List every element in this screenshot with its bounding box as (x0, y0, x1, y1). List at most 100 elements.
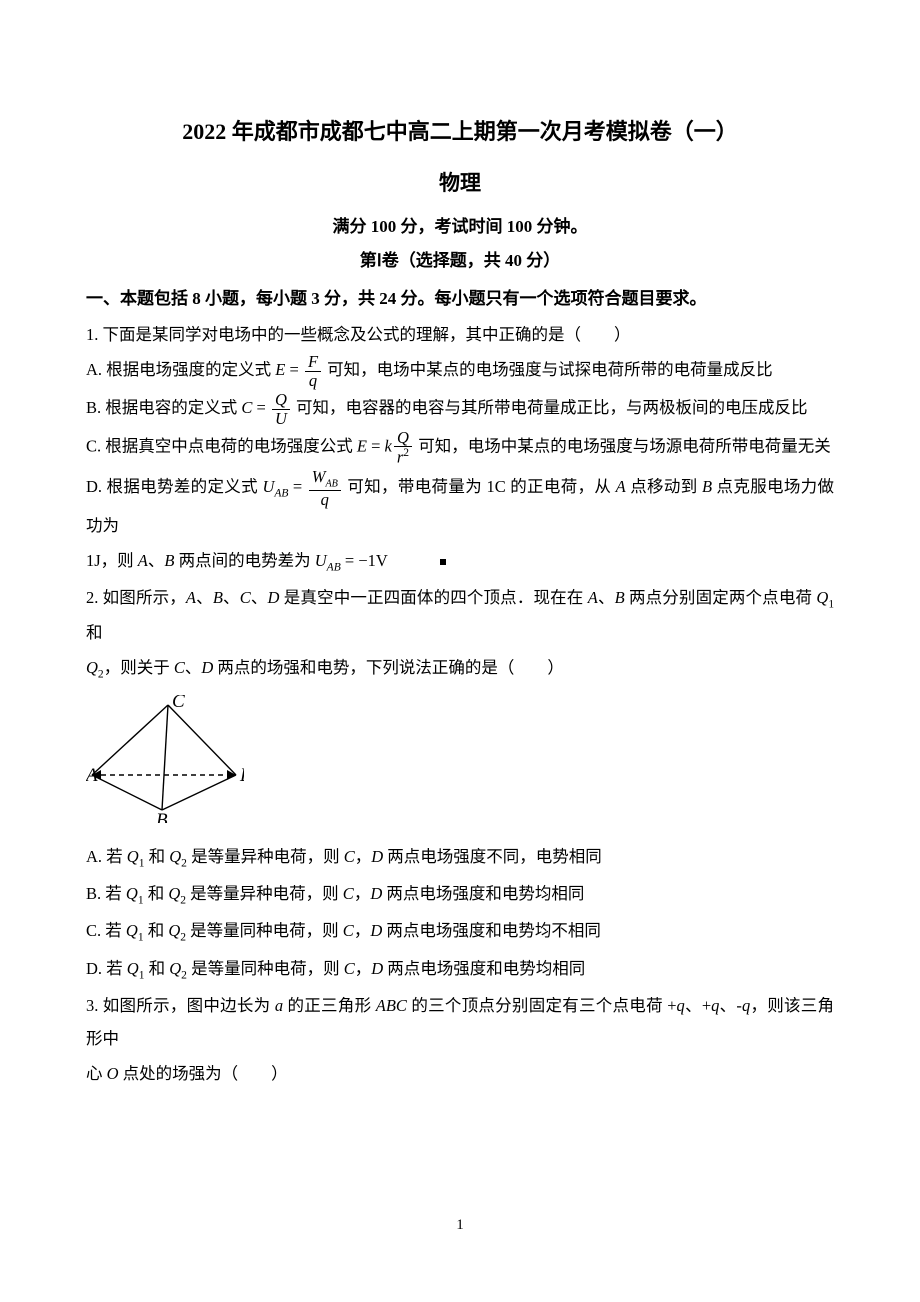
math: C (343, 921, 354, 940)
text: 是等量异种电荷，则 (187, 847, 344, 866)
text: 和 (86, 623, 103, 642)
math: B (164, 551, 174, 570)
text: ， (355, 847, 372, 866)
text: 、 (223, 588, 240, 607)
text: B. 根据电容的定义式 (86, 398, 241, 417)
text: 、 (148, 551, 165, 570)
math: a (275, 996, 283, 1015)
math: ABC (376, 996, 407, 1015)
math: D (370, 884, 382, 903)
question-2-option-b: B. 若 Q1 和 Q2 是等量异种电荷，则 C，D 两点电场强度和电势均相同 (86, 877, 834, 912)
svg-text:B: B (156, 810, 168, 823)
text: 两点分别固定两个点电荷 (625, 588, 817, 607)
math: Q (816, 588, 828, 607)
text: 、 (251, 588, 268, 607)
text: 可知，电场中某点的电场强度与试探电荷所带的电荷量成反比 (327, 360, 773, 379)
text: 两点电场强度和电势均不相同 (382, 921, 601, 940)
denominator: q (309, 490, 341, 508)
text: ， (354, 884, 371, 903)
math: = (285, 360, 303, 379)
math: = −1V (341, 551, 388, 570)
text: 和 (145, 959, 170, 978)
math: Q (127, 847, 139, 866)
tetrahedron-svg: ABCD (86, 695, 244, 823)
text: 、 (185, 658, 202, 677)
page-number: 1 (86, 1210, 834, 1240)
math: A (616, 477, 626, 496)
question-1-option-c: C. 根据真空中点电荷的电场强度公式 E = kQr2 可知，电场中某点的电场强… (86, 429, 834, 466)
math: = (288, 477, 306, 496)
math: C (343, 884, 354, 903)
exam-info-1: 满分 100 分，考试时间 100 分钟。 (86, 210, 834, 244)
question-1-option-a: A. 根据电场强度的定义式 E = Fq 可知，电场中某点的电场强度与试探电荷所… (86, 353, 834, 389)
math: A (588, 588, 598, 607)
math: q (742, 996, 750, 1015)
exam-info-2: 第Ⅰ卷（选择题，共 40 分） (86, 244, 834, 278)
fraction: WABq (309, 468, 341, 508)
text: 可知，电场中某点的电场强度与场源电荷所带电荷量无关 (418, 436, 831, 455)
text: 两点的场强和电势，下列说法正确的是（ ） (213, 658, 564, 677)
math: Q (169, 959, 181, 978)
text: 是等量同种电荷，则 (186, 921, 343, 940)
math: AB (274, 487, 288, 499)
question-3-stem-line2: 心 O 点处的场强为（ ） (86, 1057, 834, 1090)
text: 两点电场强度不同，电势相同 (383, 847, 602, 866)
text: 3. 如图所示，图中边长为 (86, 996, 275, 1015)
numerator: Q (394, 429, 412, 446)
math: Q (126, 921, 138, 940)
math: O (107, 1064, 119, 1083)
text: 点移动到 (626, 477, 702, 496)
math: D (370, 921, 382, 940)
text: 是等量异种电荷，则 (186, 884, 343, 903)
text: 和 (144, 884, 169, 903)
math: Q (86, 658, 98, 677)
math: B (702, 477, 712, 496)
text: 、+ (685, 996, 711, 1015)
numerator: Q (272, 391, 290, 408)
text: A. 根据电场强度的定义式 (86, 360, 275, 379)
text: ， (355, 959, 372, 978)
text: 可知，电容器的电容与其所带电荷量成正比，与两极板间的电压成反比 (296, 398, 808, 417)
math: E (275, 360, 285, 379)
question-1-option-d-line2: 1J，则 A、B 两点间的电势差为 UAB = −1V (86, 544, 834, 579)
text: 和 (145, 847, 170, 866)
math: AB (327, 561, 341, 573)
numerator: F (305, 353, 321, 370)
text: 是真空中一正四面体的四个顶点．现在在 (279, 588, 587, 607)
math: D (268, 588, 280, 607)
text: 和 (144, 921, 169, 940)
fraction: Qr2 (394, 429, 412, 466)
text: 、 (598, 588, 615, 607)
math: A (138, 551, 148, 570)
question-1-stem: 1. 下面是某同学对电场中的一些概念及公式的理解，其中正确的是（ ） (86, 318, 834, 351)
question-2-option-a: A. 若 Q1 和 Q2 是等量异种电荷，则 C，D 两点电场强度不同，电势相同 (86, 840, 834, 875)
math: D (371, 847, 383, 866)
text: 1J，则 (86, 551, 138, 570)
exam-title: 2022 年成都市成都七中高二上期第一次月考模拟卷（一） (86, 110, 834, 154)
math: = (252, 398, 270, 417)
text: ，则关于 (104, 658, 174, 677)
text: A. 若 (86, 847, 127, 866)
math: C (240, 588, 251, 607)
math: C (241, 398, 252, 417)
math: = (367, 436, 385, 455)
denominator: U (272, 409, 290, 427)
text: 的三个顶点分别固定有三个点电荷 + (407, 996, 677, 1015)
text: D. 根据电势差的定义式 (86, 477, 262, 496)
tetrahedron-figure: ABCD (86, 695, 834, 834)
math: k (385, 436, 392, 455)
math: C (174, 658, 185, 677)
question-2-stem-line2: Q2，则关于 C、D 两点的场强和电势，下列说法正确的是（ ） (86, 651, 834, 686)
text: 是等量同种电荷，则 (187, 959, 344, 978)
svg-text:D: D (239, 765, 244, 786)
text: 两点电场强度和电势均相同 (382, 884, 584, 903)
text: 两点间的电势差为 (174, 551, 314, 570)
question-1-option-d: D. 根据电势差的定义式 UAB = WABq 可知，带电荷量为 1C 的正电荷… (86, 468, 834, 541)
text: C. 若 (86, 921, 126, 940)
text: B. 若 (86, 884, 126, 903)
text: 的正三角形 (283, 996, 376, 1015)
fraction: QU (272, 391, 290, 427)
math: C (344, 959, 355, 978)
math: Q (168, 884, 180, 903)
question-2-option-c: C. 若 Q1 和 Q2 是等量同种电荷，则 C，D 两点电场强度和电势均不相同 (86, 914, 834, 949)
